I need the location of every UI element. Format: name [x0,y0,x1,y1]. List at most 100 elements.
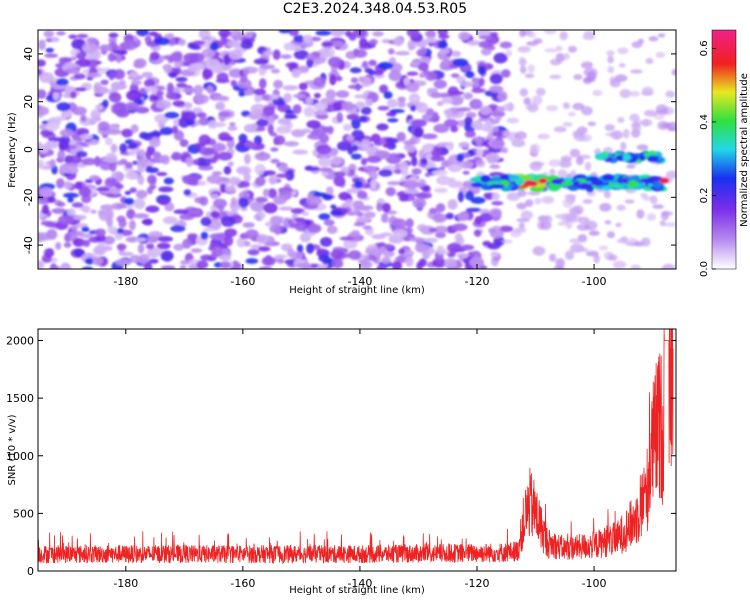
heatmap-cell [602,174,615,181]
heatmap-cell [270,147,279,152]
heatmap-cell [118,79,127,86]
heatmap-cell [527,102,539,113]
heatmap-cell [623,128,630,139]
heatmap-cell [439,166,446,171]
heatmap-cell [503,103,511,111]
heatmap-cell [668,126,676,131]
heatmap-cell [372,31,384,37]
heatmap-cell [156,172,168,177]
heatmap-cell [272,49,281,61]
heatmap-cell [486,154,497,164]
heatmap-cell [416,192,433,199]
heatmap-cell [237,168,249,173]
heatmap-cell [533,38,543,44]
heatmap-cell [456,253,470,258]
heatmap-cell [478,77,485,87]
heatmap-cell [538,178,548,184]
heatmap-cell [82,205,91,214]
heatmap-cell [373,249,382,259]
heatmap-cell [240,206,248,212]
heatmap-cell [165,91,178,100]
heatmap-cell [350,153,362,160]
heatmap-cell [187,233,198,240]
heatmap-cell [606,50,615,57]
heatmap-cell [185,156,194,167]
heatmap-cell [141,219,153,225]
heatmap-cell [303,106,315,117]
heatmap-cell [450,125,459,133]
heatmap-cell [129,254,143,264]
heatmap-panel: -180 -160 -140 -120 -100 -40 -20 0 20 40 Height … [7,29,677,296]
heatmap-cell [581,61,594,69]
heatmap-cell [318,167,333,172]
heatmap-x-label: Height of straight line (km) [289,285,425,296]
heatmap-cell [218,111,232,117]
heatmap-cell [250,110,259,116]
heatmap-cell [408,78,415,84]
heatmap-cell [624,241,638,246]
heatmap-cell [563,52,570,60]
heatmap-cell [267,115,275,125]
heatmap-cell [609,79,621,88]
heatmap-cell [330,209,343,217]
heatmap-cell [527,32,537,38]
heatmap-cell [559,31,568,41]
heatmap-cell [436,245,445,255]
heatmap-cell [562,121,573,127]
heatmap-cell [640,192,648,198]
heatmap-cell [592,89,603,97]
heatmap-cell [321,41,334,47]
heatmap-cell [607,55,614,64]
heatmap-cell [426,87,438,93]
heatmap-cell [71,38,86,50]
heatmap-cell [373,70,384,76]
heatmap-cell [116,203,126,209]
heatmap-cell [452,58,469,67]
heatmap-cell [115,171,124,183]
heatmap-cell [275,173,290,178]
heatmap-cell [90,209,97,214]
heatmap-cell [484,193,495,201]
heatmap-cell [82,42,98,54]
heatmap-cell [68,34,78,39]
heatmap-cell [393,36,404,47]
heatmap-cell [38,89,44,99]
heatmap-cell [332,40,345,48]
heatmap-cell [116,50,127,56]
heatmap-cell [160,250,174,262]
heatmap-cell [311,51,321,58]
heatmap-cell [88,59,98,65]
heatmap-cell [469,256,484,268]
heatmap-peak-cell [659,177,670,184]
heatmap-cell [219,261,231,269]
heatmap-cell [518,222,525,229]
x-tick-label: -120 [465,577,490,590]
heatmap-cell [86,72,102,78]
heatmap-cell [213,246,224,257]
heatmap-cell [241,110,251,117]
heatmap-cell [116,227,124,234]
heatmap-cell [307,223,322,234]
heatmap-cell [531,95,543,106]
heatmap-cell [501,173,510,181]
heatmap-cell [214,95,229,101]
heatmap-cell [227,125,238,131]
heatmap-cell [44,53,59,58]
heatmap-cell [305,97,314,106]
heatmap-cell [594,152,608,161]
heatmap-cell [282,85,299,91]
heatmap-cell [436,175,452,186]
heatmap-cell [136,30,149,37]
heatmap-cell [206,84,214,94]
heatmap-cell [126,89,142,101]
heatmap-cell [454,233,463,243]
heatmap-cell [82,239,91,247]
heatmap-cell [416,261,423,269]
heatmap-cell [224,228,238,238]
heatmap-cell [416,48,427,57]
heatmap-cell [350,77,359,84]
heatmap-cell [437,40,448,49]
heatmap-cell [671,69,676,76]
heatmap-cell [393,169,403,175]
heatmap-cell [460,244,475,251]
